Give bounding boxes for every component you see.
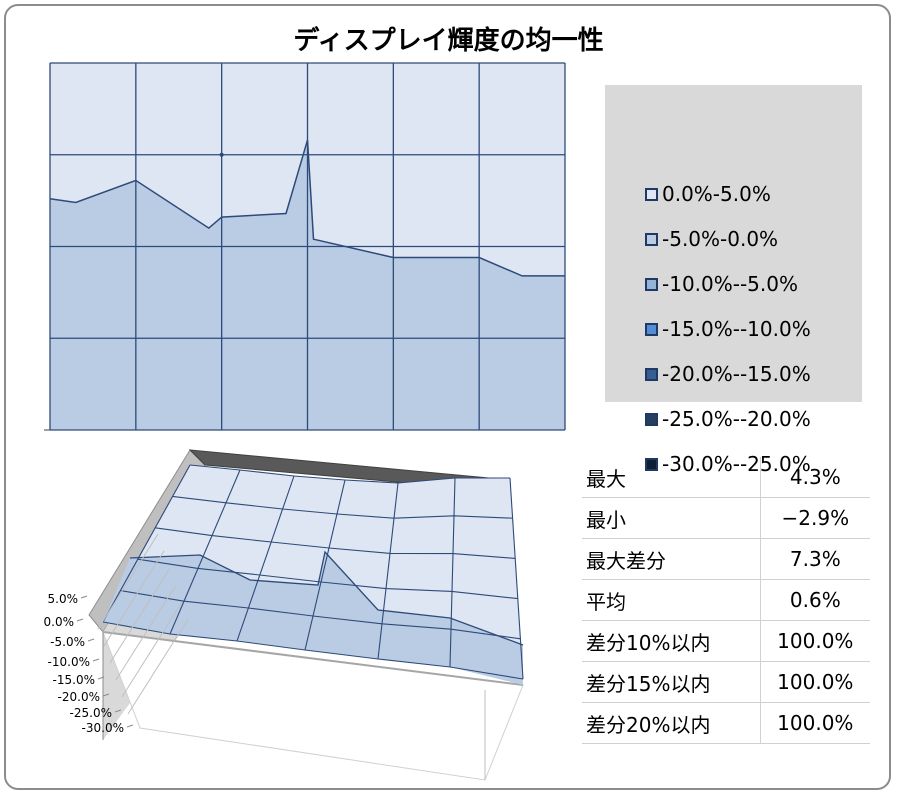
surface-grid-line — [137, 558, 518, 600]
depth-gridline — [127, 618, 189, 715]
legend-item: -10.0%--5.0% — [645, 271, 798, 297]
z-tick-mark — [80, 595, 88, 599]
legend-item: -20.0%--15.0% — [645, 361, 811, 387]
stat-value: 100.0% — [759, 702, 870, 744]
chart-title: ディスプレイ輝度の均一性 — [293, 26, 604, 56]
contour-line — [49, 139, 565, 277]
legend: 0.0%-5.0% -5.0%-0.0% -10.0%--5.0% -15.0%… — [605, 85, 862, 476]
legend-label: 0.0%-5.0% — [662, 182, 771, 206]
surface-grid-line — [377, 482, 399, 660]
legend-swatch — [645, 232, 658, 246]
stat-value: 100.0% — [759, 620, 870, 662]
stats-table: 最大 4.3% 最小 −2.9% 最大差分 7.3% 平均 0.6% 差分10%以内 10… — [582, 457, 870, 744]
surface-grid-line — [102, 621, 524, 680]
legend-item: -25.0%--20.0% — [645, 406, 811, 432]
surface-contour-line — [129, 550, 524, 646]
z-tick-mark — [87, 638, 95, 642]
table-row: 平均 0.6% — [582, 579, 870, 621]
legend-swatch — [645, 187, 658, 201]
z-tick-label: -20.0% — [58, 690, 100, 704]
legend-label: -15.0%--10.0% — [662, 317, 811, 341]
surface-grid-line — [449, 477, 456, 668]
stat-label: 差分20%以内 — [582, 702, 761, 744]
stat-label: 最小 — [582, 497, 761, 539]
table-row: 差分20%以内 100.0% — [582, 702, 870, 744]
table-row: 最小 −2.9% — [582, 497, 870, 539]
z-tick-label: -5.0% — [50, 635, 85, 649]
z-tick-mark — [102, 693, 110, 697]
depth-gridline — [115, 584, 177, 681]
stat-label: 平均 — [582, 579, 761, 621]
legend-swatch — [645, 412, 658, 426]
z-tick-label: -25.0% — [70, 706, 112, 720]
stat-label: 最大 — [582, 457, 761, 498]
z-tick-mark — [114, 709, 122, 713]
grid-node — [219, 152, 224, 157]
surface-grid-line — [236, 475, 295, 642]
surface-grid-line — [304, 479, 346, 651]
legend-swatch — [645, 277, 658, 291]
depth-gridline — [121, 601, 183, 698]
legend-item: -15.0%--10.0% — [645, 316, 811, 342]
legend-item: -5.0%-0.0% — [645, 226, 778, 252]
stat-value: 4.3% — [759, 457, 870, 498]
table-row: 最大差分 7.3% — [582, 538, 870, 580]
legend-swatch — [645, 322, 658, 336]
legend-label: -5.0%-0.0% — [662, 227, 779, 251]
surface-grid-line — [172, 495, 513, 519]
stat-value: −2.9% — [759, 497, 870, 539]
legend-label: -25.0%--20.0% — [662, 407, 811, 431]
z-tick-label: 5.0% — [48, 592, 79, 606]
z-tick-label: -30.0% — [82, 721, 124, 735]
surface-grid-line — [102, 464, 191, 623]
z-tick-label: -15.0% — [53, 673, 95, 687]
legend-swatch — [645, 367, 658, 381]
z-tick-label: -10.0% — [48, 655, 90, 669]
table-row: 最大 4.3% — [582, 457, 870, 498]
stat-value: 7.3% — [759, 538, 870, 580]
legend-item: 0.0%-5.0% — [645, 181, 771, 207]
legend-label: -20.0%--15.0% — [662, 362, 811, 386]
stat-label: 最大差分 — [582, 538, 761, 580]
z-tick-mark — [92, 658, 100, 662]
stat-value: 0.6% — [759, 579, 870, 621]
depth-gridline — [91, 516, 153, 613]
z-tick-label: 0.0% — [44, 615, 75, 629]
depth-gridline — [109, 567, 171, 664]
stat-label: 差分15%以内 — [582, 661, 761, 703]
surface-band-mid — [103, 552, 523, 685]
zero-plane-edge — [102, 631, 524, 686]
surface-grid-line — [120, 590, 521, 640]
depth-gridline — [97, 533, 159, 630]
table-row: 差分10%以内 100.0% — [582, 620, 870, 662]
surface-grid-line — [509, 477, 524, 680]
depth-gridline — [103, 550, 165, 647]
surface-grid-line — [169, 469, 241, 635]
stat-value: 100.0% — [759, 661, 870, 703]
z-tick-mark — [126, 724, 134, 728]
legend-label: -10.0%--5.0% — [662, 272, 798, 296]
table-row: 差分15%以内 100.0% — [582, 661, 870, 703]
z-tick-mark — [97, 676, 105, 680]
z-tick-mark — [76, 618, 84, 622]
surface-grid-line — [155, 527, 516, 559]
surface-grid-line — [189, 464, 510, 484]
stat-label: 差分10%以内 — [582, 620, 761, 662]
